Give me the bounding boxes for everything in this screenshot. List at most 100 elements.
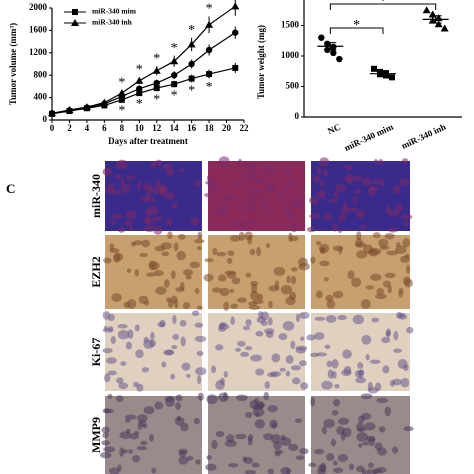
cell [107, 370, 117, 376]
cell [357, 369, 365, 376]
cell [360, 223, 366, 231]
cell [364, 422, 376, 431]
cell [164, 279, 170, 288]
cell [204, 193, 212, 198]
cell [196, 305, 203, 310]
marker [136, 85, 143, 92]
panel-label: C [6, 181, 15, 196]
cell [299, 448, 309, 455]
cell [331, 223, 338, 232]
cell [194, 288, 200, 294]
marker [71, 19, 79, 26]
cell [333, 190, 339, 198]
cell [338, 214, 346, 222]
cell [179, 319, 187, 327]
cell [211, 365, 217, 374]
cell [175, 402, 181, 410]
bracket [329, 3, 437, 10]
cell [108, 467, 120, 474]
cell [251, 187, 263, 197]
cell [255, 330, 264, 337]
marker [434, 20, 443, 28]
cell [308, 462, 317, 468]
cell [376, 467, 387, 474]
cell [387, 285, 392, 294]
cell [361, 334, 372, 345]
cell [316, 190, 327, 195]
cell [140, 440, 148, 446]
cell [116, 377, 124, 384]
cell [193, 180, 202, 188]
cell [297, 200, 305, 207]
marker [336, 55, 343, 63]
cell [330, 438, 337, 447]
marker [389, 74, 395, 81]
cell [114, 252, 124, 262]
cell [348, 207, 359, 213]
cell [402, 238, 411, 248]
cell [249, 399, 260, 409]
cell [194, 335, 207, 343]
cell [223, 391, 228, 401]
cell [176, 250, 186, 261]
marker [170, 72, 178, 79]
cell [290, 365, 302, 371]
cell [132, 454, 141, 463]
cell [362, 441, 370, 446]
cell [195, 367, 207, 376]
significance: * [188, 23, 195, 38]
cell [155, 286, 167, 295]
cell [155, 159, 163, 166]
cell [107, 314, 115, 322]
cell [290, 275, 297, 285]
cell [186, 373, 191, 378]
x-tick-label: 16 [187, 123, 197, 133]
cell [242, 456, 247, 462]
cell [264, 381, 270, 389]
cell [219, 287, 230, 297]
cell [163, 191, 175, 200]
cell [398, 288, 404, 294]
cell [240, 351, 250, 357]
row-label: MMP9 [89, 417, 103, 453]
cell [120, 361, 127, 366]
cell [263, 433, 274, 441]
cell [148, 205, 159, 215]
cell [373, 158, 378, 165]
cell [161, 361, 167, 368]
legend-label: miR-340 mim [92, 7, 137, 16]
cell [139, 253, 148, 258]
cell [393, 185, 401, 195]
significance: * [153, 93, 160, 108]
cell [195, 459, 201, 465]
cell [286, 208, 295, 219]
cell [321, 426, 327, 435]
cell [331, 409, 339, 416]
cell [256, 246, 261, 257]
series-line [51, 5, 236, 114]
cell [382, 365, 390, 374]
cell [150, 331, 155, 340]
cell [315, 290, 323, 299]
marker [377, 71, 383, 78]
significance: * [171, 41, 178, 56]
cell [398, 314, 408, 320]
significance: * [136, 97, 143, 112]
cell [321, 380, 333, 390]
y-tick-label: 1000 [281, 50, 300, 60]
cell [282, 201, 292, 207]
cell [332, 245, 344, 252]
cell [360, 299, 371, 310]
cell [125, 341, 133, 350]
cell [267, 317, 273, 326]
cell [215, 430, 225, 438]
cell [384, 232, 395, 240]
cell [268, 300, 273, 309]
cell [400, 377, 410, 388]
cell [403, 221, 410, 227]
marker [232, 64, 239, 71]
cell [377, 447, 387, 456]
marker [187, 40, 196, 48]
cell [153, 270, 164, 277]
cell [323, 277, 329, 282]
